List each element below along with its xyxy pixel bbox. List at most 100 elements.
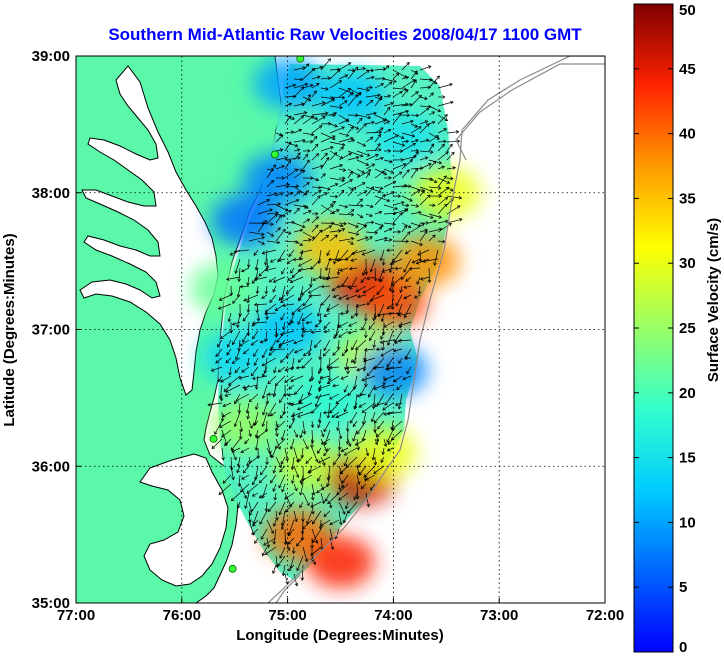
velocity-arrowhead: [310, 497, 315, 501]
velocity-arrowhead: [232, 341, 236, 346]
velocity-vector: [356, 225, 367, 233]
velocity-arrowhead: [325, 234, 330, 239]
velocity-arrowhead: [278, 511, 282, 516]
velocity-arrowhead: [333, 260, 337, 265]
velocity-vector: [320, 186, 331, 190]
velocity-vector: [265, 267, 277, 271]
velocity-vector: [293, 86, 304, 98]
velocity-arrowhead: [227, 318, 232, 323]
velocity-vector: [293, 152, 301, 161]
velocity-arrowhead: [431, 120, 436, 125]
velocity-vector: [350, 411, 358, 424]
velocity-arrowhead: [294, 168, 299, 172]
velocity-vector: [296, 537, 304, 547]
velocity-arrowhead: [403, 285, 407, 289]
velocity-arrowhead: [370, 204, 374, 209]
velocity-vector: [327, 402, 331, 419]
velocity-arrowhead: [367, 169, 372, 173]
velocity-vector: [387, 330, 394, 346]
velocity-arrowhead: [418, 210, 422, 215]
velocity-arrowhead: [237, 410, 242, 414]
velocity-arrowhead: [302, 352, 307, 357]
velocity-vector: [311, 101, 325, 107]
colorbar-tick-label: 20: [679, 385, 696, 402]
velocity-vector: [329, 105, 343, 109]
velocity-arrowhead: [382, 194, 386, 198]
velocity-arrowhead: [425, 221, 430, 225]
velocity-vector: [266, 240, 280, 244]
velocity-arrowhead: [349, 179, 354, 183]
velocity-vector: [268, 348, 277, 356]
velocity-vector: [266, 519, 274, 534]
velocity-vector: [338, 321, 349, 328]
velocity-vector: [302, 63, 310, 71]
velocity-arrowhead: [278, 258, 282, 262]
velocity-vector: [383, 107, 391, 116]
velocity-vector: [403, 285, 412, 289]
velocity-vector: [275, 438, 281, 450]
velocity-arrowhead: [355, 288, 359, 293]
velocity-vector: [293, 229, 303, 233]
velocity-vector: [266, 231, 274, 237]
velocity-vector: [357, 456, 367, 468]
pamlico-sound: [139, 453, 229, 587]
velocity-arrowhead: [386, 120, 391, 124]
velocity-arrowhead: [344, 74, 349, 78]
velocity-arrowhead: [239, 343, 243, 347]
velocity-arrowhead: [377, 425, 381, 430]
velocity-vector: [363, 285, 376, 294]
velocity-arrowhead: [284, 208, 289, 212]
velocity-vector: [222, 474, 232, 484]
velocity-arrowhead: [370, 186, 375, 190]
velocity-vector: [281, 483, 286, 493]
velocity-vector: [329, 209, 340, 215]
velocity-arrowhead: [300, 115, 305, 119]
velocity-arrowhead: [319, 65, 324, 70]
velocity-vector: [341, 276, 349, 287]
velocity-arrowhead: [443, 175, 447, 179]
velocity-vector: [323, 447, 331, 456]
velocity-vector: [311, 112, 328, 116]
velocity-arrowhead: [403, 224, 408, 229]
velocity-vector: [275, 192, 284, 197]
velocity-arrowhead: [280, 359, 284, 363]
velocity-arrowhead: [215, 360, 219, 364]
velocity-vector: [265, 330, 268, 342]
velocity-arrowhead: [267, 392, 271, 397]
velocity-arrowhead: [331, 221, 335, 226]
velocity-arrowhead: [241, 476, 245, 480]
velocity-arrowhead: [405, 139, 410, 144]
velocity-arrowhead: [288, 209, 292, 214]
velocity-vector: [297, 456, 304, 462]
velocity-arrowhead: [310, 424, 315, 428]
velocity-vector: [338, 222, 347, 225]
velocity-vector: [347, 240, 354, 245]
velocity-vector: [219, 420, 232, 428]
velocity-arrowhead: [346, 370, 350, 375]
velocity-vector: [275, 456, 282, 468]
velocity-arrowhead: [323, 329, 327, 334]
velocity-arrowhead: [390, 306, 395, 310]
velocity-arrowhead: [265, 401, 270, 405]
velocity-vector: [281, 429, 286, 441]
velocity-vector: [338, 228, 345, 233]
velocity-vector: [275, 215, 282, 224]
velocity-arrowhead: [369, 213, 373, 218]
velocity-arrowhead: [218, 491, 223, 495]
velocity-arrowhead: [321, 101, 326, 105]
velocity-arrowhead: [370, 220, 375, 225]
velocity-arrowhead: [251, 531, 256, 535]
velocity-arrowhead: [330, 546, 335, 551]
velocity-arrowhead: [389, 159, 393, 164]
velocity-arrowhead: [364, 236, 369, 240]
velocity-arrowhead: [252, 335, 256, 340]
velocity-arrowhead: [360, 485, 365, 489]
speed-region: [211, 194, 280, 247]
velocity-arrowhead: [368, 325, 373, 330]
velocity-arrowhead: [264, 267, 269, 272]
velocity-vector: [290, 276, 304, 283]
velocity-vector: [363, 357, 376, 362]
velocity-arrowhead: [398, 323, 402, 327]
velocity-arrowhead: [356, 367, 361, 372]
velocity-vector: [312, 510, 322, 525]
